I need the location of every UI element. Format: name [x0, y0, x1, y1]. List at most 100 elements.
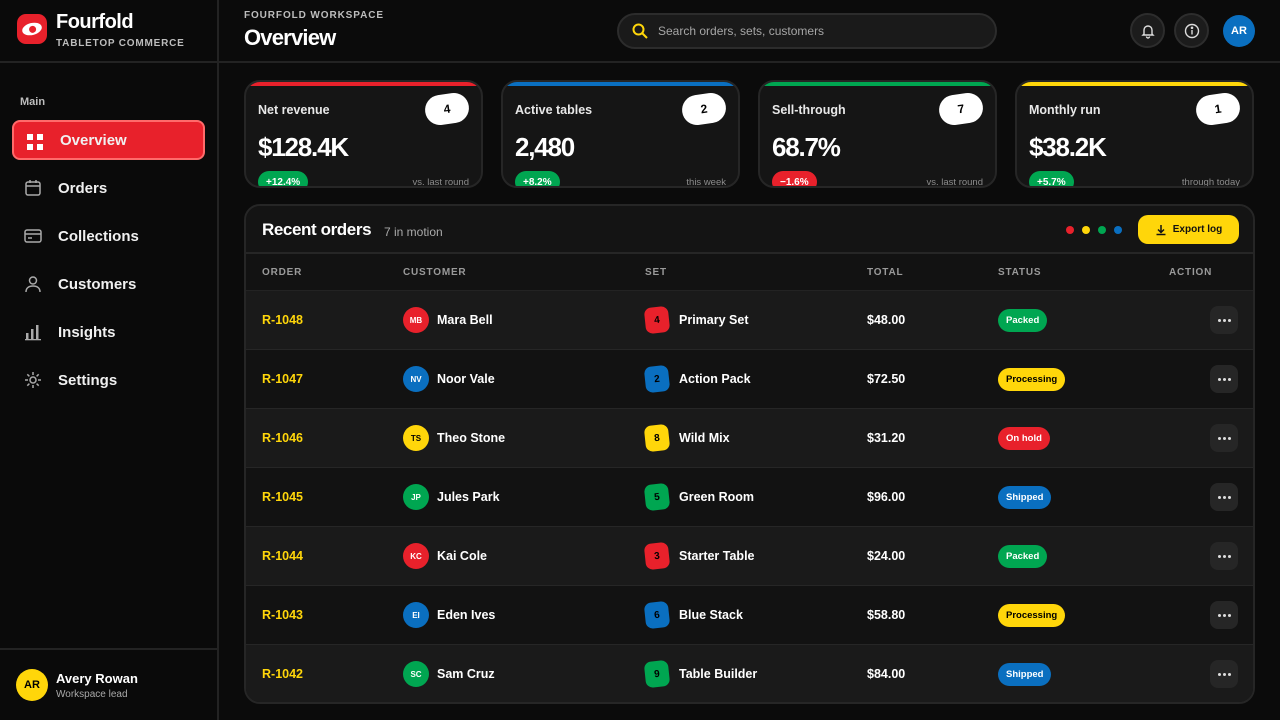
brand-name: Fourfold [56, 11, 134, 33]
search-icon [632, 23, 648, 39]
column-header-customer[interactable]: CUSTOMER [403, 267, 467, 278]
set-die-icon: 9 [643, 659, 671, 689]
cards-icon [24, 229, 42, 243]
card-note: this week [686, 177, 726, 188]
order-total: $48.00 [867, 313, 906, 327]
search-bar[interactable] [617, 13, 997, 49]
more-actions-button[interactable] [1210, 306, 1238, 334]
order-id-link[interactable]: R-1045 [262, 490, 303, 504]
card-value: 2,480 [515, 132, 575, 162]
set-die-icon: 8 [643, 423, 671, 453]
set-name: Starter Table [679, 549, 755, 563]
more-actions-button[interactable] [1210, 660, 1238, 688]
customer-avatar: JP [403, 484, 429, 510]
stat-card-active-tables[interactable]: Active tables 2 2,480 +8.2% this week [501, 80, 740, 188]
column-header-order[interactable]: ORDER [262, 267, 303, 278]
table-row[interactable]: R-1047 NV Noor Vale 2 Action Pack $72.50 Proce… [246, 350, 1253, 409]
user-profile[interactable]: AR Avery Rowan Workspace lead [0, 648, 217, 720]
status-badge: On hold [998, 426, 1050, 450]
sidebar-item-overview[interactable]: Overview [12, 120, 205, 160]
sidebar-item-label: Insights [58, 323, 116, 341]
set-name: Action Pack [679, 372, 751, 386]
delta-badge: +5.7% [1029, 171, 1074, 186]
card-value: 68.7% [772, 132, 841, 162]
stat-card-monthly-run[interactable]: Monthly run 1 $38.2K +5.7% through today [1015, 80, 1254, 188]
customer-avatar: EI [403, 602, 429, 628]
brand-logo-icon [17, 14, 47, 44]
card-label: Active tables [515, 103, 593, 117]
avatar: AR [16, 669, 48, 701]
order-id-link[interactable]: R-1044 [262, 549, 303, 563]
table-row[interactable]: R-1044 KC Kai Cole 3 Starter Table $24.00 Pack… [246, 527, 1253, 586]
customer-name: Theo Stone [437, 431, 506, 445]
sidebar-item-orders[interactable]: Orders [12, 168, 205, 208]
info-button[interactable] [1174, 13, 1209, 48]
color-legend [1066, 226, 1122, 234]
order-id-link[interactable]: R-1042 [262, 667, 303, 681]
table-row[interactable]: R-1043 EI Eden Ives 6 Blue Stack $58.80 Proces… [246, 586, 1253, 645]
table-row[interactable]: R-1048 MB Mara Bell 4 Primary Set $48.00 Packe… [246, 291, 1253, 350]
more-actions-button[interactable] [1210, 542, 1238, 570]
customer-name: Noor Vale [437, 372, 495, 386]
customer-name: Mara Bell [437, 313, 493, 327]
table-row[interactable]: R-1042 SC Sam Cruz 9 Table Builder $84.00 Ship… [246, 645, 1253, 702]
card-value: $38.2K [1029, 132, 1107, 162]
order-id-link[interactable]: R-1048 [262, 313, 303, 327]
set-die-icon: 3 [643, 541, 671, 571]
avatar[interactable]: AR [1223, 15, 1255, 47]
order-total: $31.20 [867, 431, 906, 445]
customer-name: Eden Ives [437, 608, 496, 622]
sidebar-item-settings[interactable]: Settings [12, 360, 205, 400]
die-badge: 4 [423, 91, 471, 127]
card-note: vs. last round [412, 177, 470, 188]
delta-badge: +8.2% [515, 171, 560, 186]
blue-dot [1114, 226, 1122, 234]
sidebar-item-label: Customers [58, 275, 137, 293]
sidebar-item-customers[interactable]: Customers [12, 264, 205, 304]
brand-tagline: TABLETOP COMMERCE [56, 38, 185, 49]
order-total: $72.50 [867, 372, 906, 386]
column-header-total[interactable]: TOTAL [867, 267, 904, 278]
column-header-status[interactable]: STATUS [998, 267, 1042, 278]
sidebar-item-label: Collections [58, 227, 139, 245]
sidebar-item-insights[interactable]: Insights [12, 312, 205, 352]
table-row[interactable]: R-1045 JP Jules Park 5 Green Room $96.00 Shipp… [246, 468, 1253, 527]
export-label: Export log [1172, 224, 1223, 235]
more-actions-button[interactable] [1210, 424, 1238, 452]
order-id-link[interactable]: R-1047 [262, 372, 303, 386]
customer-name: Jules Park [437, 490, 500, 504]
card-note: through today [1181, 177, 1240, 188]
order-id-link[interactable]: R-1043 [262, 608, 303, 622]
stat-card-sell-through[interactable]: Sell-through 7 68.7% −1.6% vs. last roun… [758, 80, 997, 188]
column-header-set[interactable]: SET [645, 267, 667, 278]
recent-orders-panel: Recent orders 7 in motion Export log ORD… [244, 204, 1255, 704]
user-icon [25, 276, 41, 293]
info-icon [1184, 23, 1199, 38]
order-id-link[interactable]: R-1046 [262, 431, 303, 445]
card-accent-bar [246, 82, 481, 86]
table-row[interactable]: R-1046 TS Theo Stone 8 Wild Mix $31.20 On hold [246, 409, 1253, 468]
card-value: $128.4K [258, 132, 349, 162]
customer-name: Sam Cruz [437, 667, 495, 681]
brand[interactable]: Fourfold TABLETOP COMMERCE [0, 0, 217, 63]
sidebar-item-label: Orders [58, 179, 108, 197]
status-badge: Packed [998, 308, 1048, 332]
more-actions-button[interactable] [1210, 483, 1238, 511]
card-label: Monthly run [1029, 103, 1101, 117]
sidebar-item-collections[interactable]: Collections [12, 216, 205, 256]
stat-card-net-revenue[interactable]: Net revenue 4 $128.4K +12.4% vs. last ro… [244, 80, 483, 188]
more-actions-button[interactable] [1210, 365, 1238, 393]
sidebar-item-label: Overview [60, 131, 127, 149]
grid-icon [27, 134, 43, 150]
order-total: $84.00 [867, 667, 906, 681]
more-actions-button[interactable] [1210, 601, 1238, 629]
card-accent-bar [760, 82, 995, 86]
export-log-button[interactable]: Export log [1138, 215, 1239, 244]
customer-avatar: MB [403, 307, 429, 333]
search-input[interactable] [658, 24, 958, 38]
sidebar-nav: Overview Orders Collections Customers In… [0, 120, 217, 400]
status-badge: Packed [998, 544, 1048, 568]
set-name: Green Room [679, 490, 755, 504]
notifications-button[interactable] [1130, 13, 1165, 48]
red-dot [1066, 226, 1074, 234]
